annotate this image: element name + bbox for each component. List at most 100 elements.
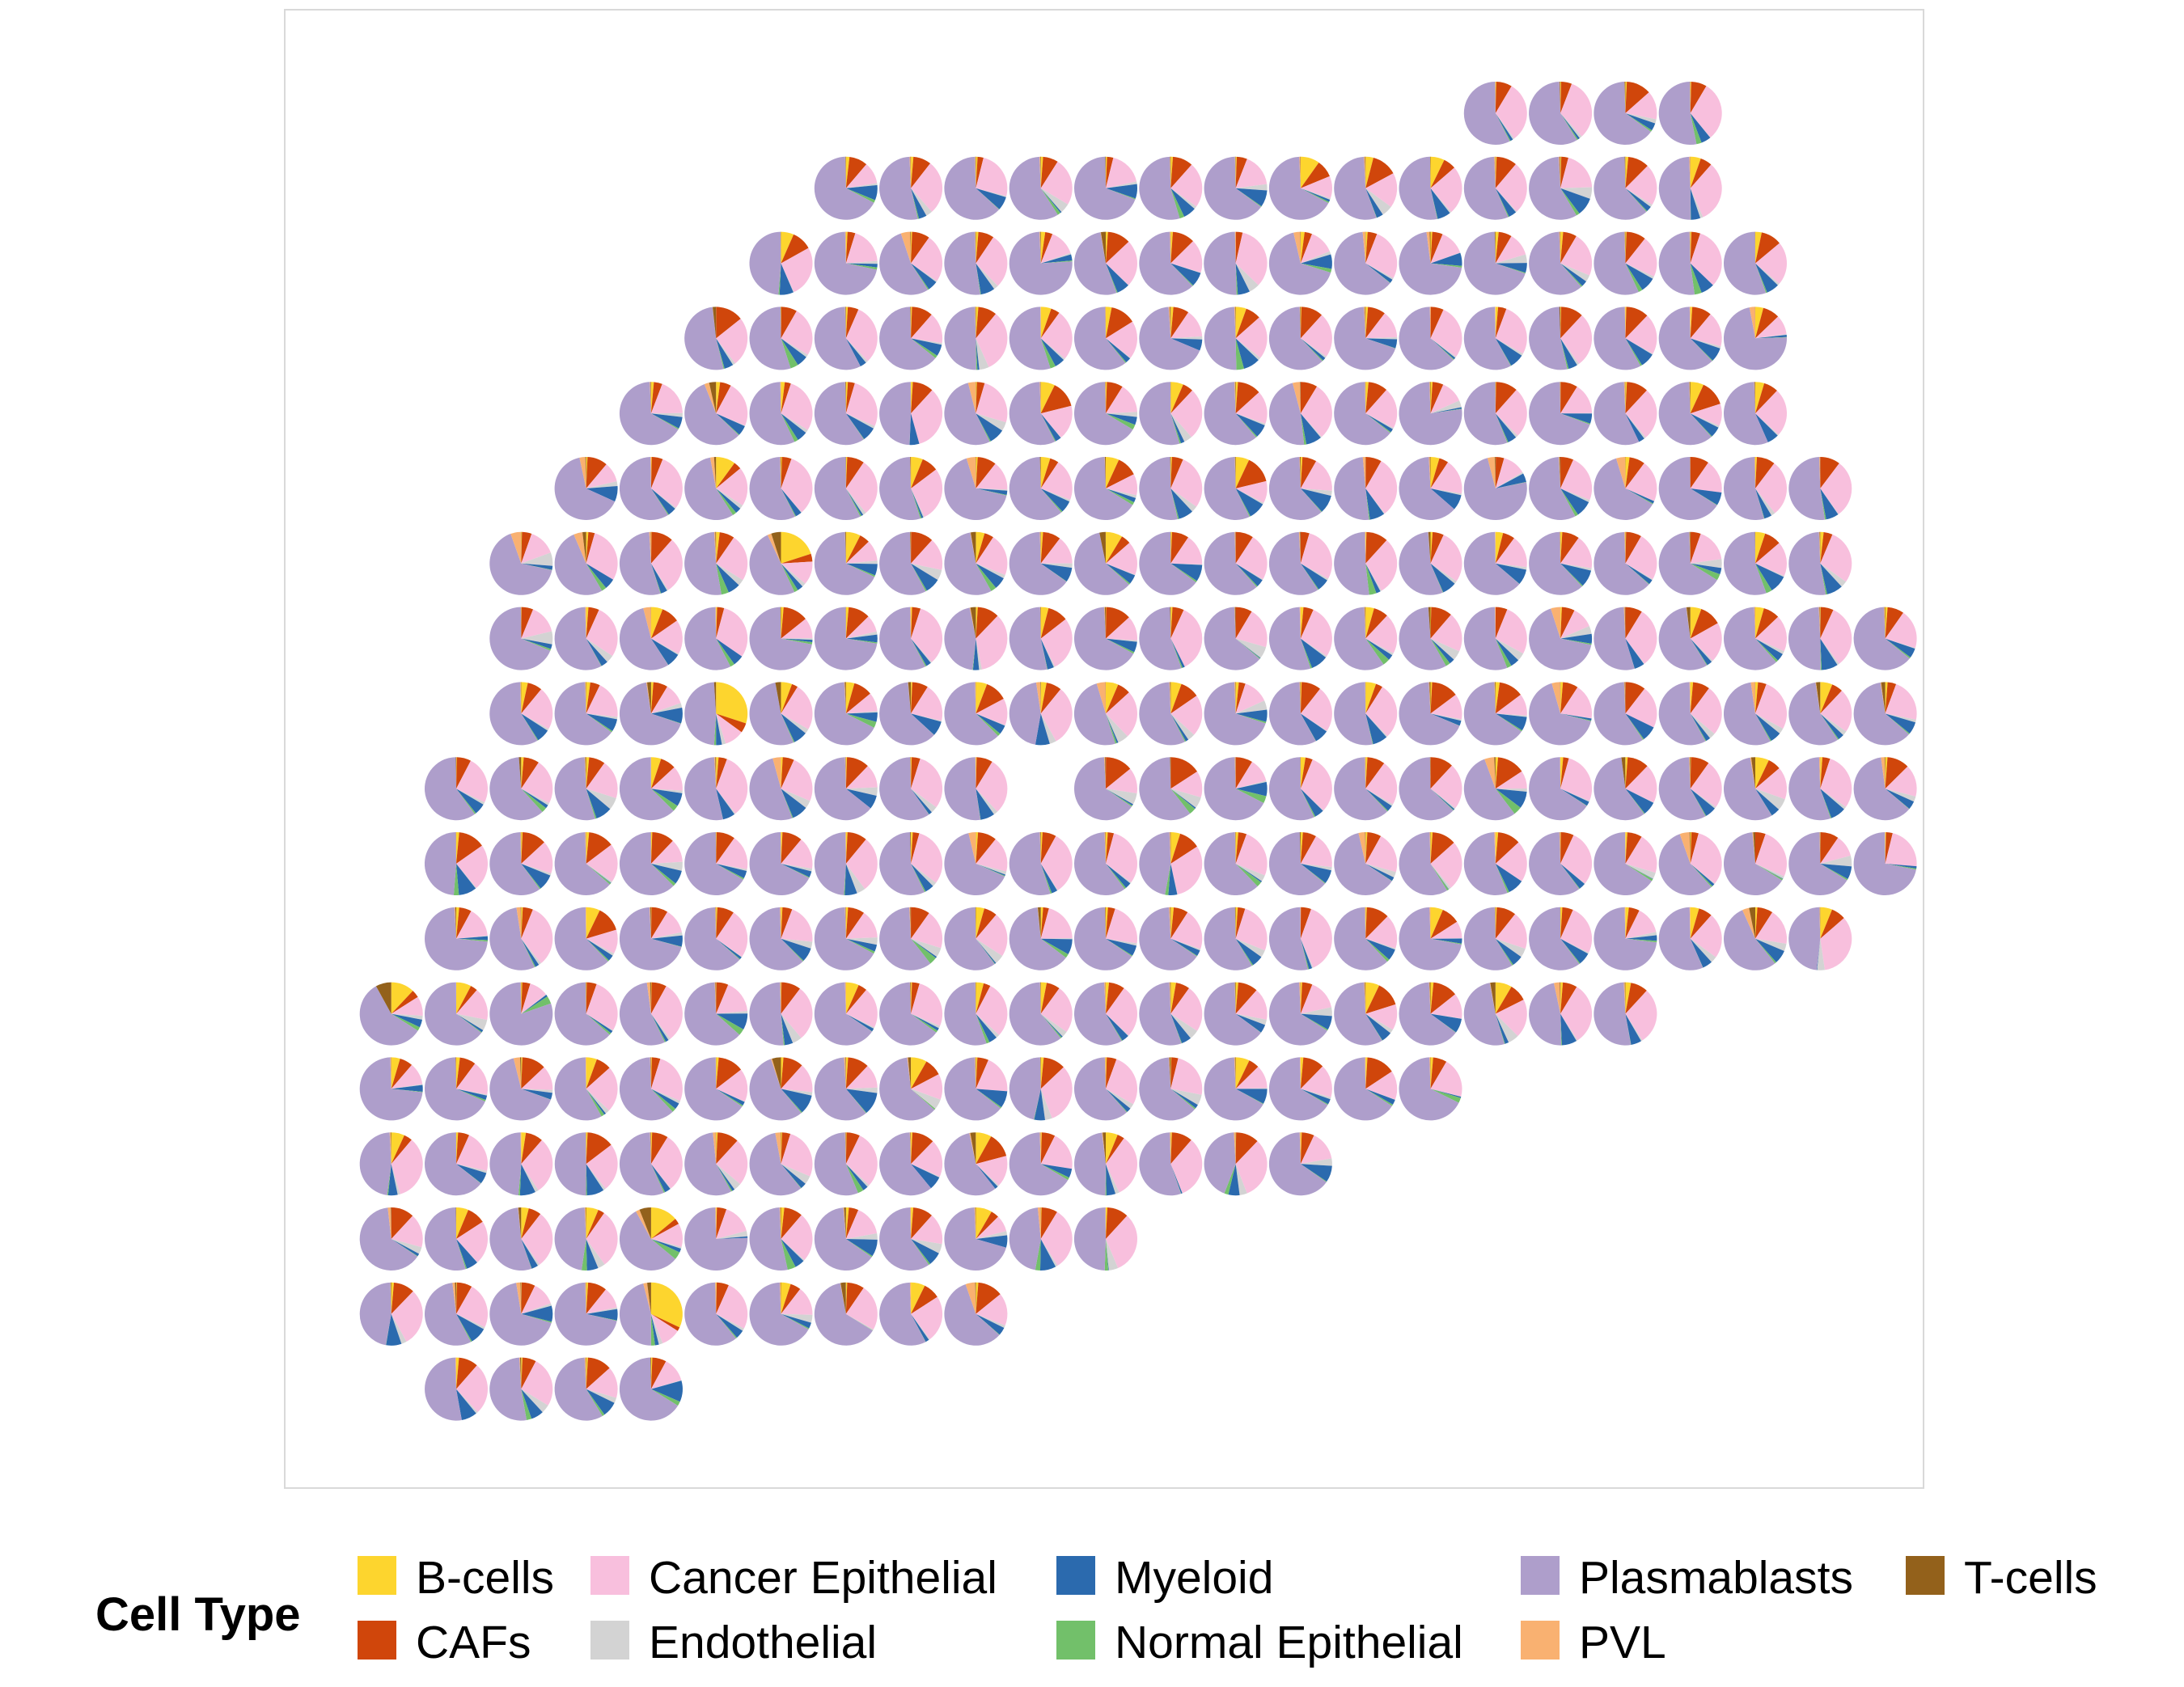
pie-slice — [1529, 82, 1577, 146]
pie-slice — [976, 832, 996, 864]
pie-slice — [844, 682, 846, 714]
spot-pie — [489, 1282, 553, 1346]
pie-slice — [1300, 315, 1332, 357]
legend-swatch — [1521, 1556, 1560, 1595]
pie-slice — [716, 864, 747, 879]
pie-slice — [456, 832, 459, 864]
pie-slice — [1624, 531, 1626, 564]
spot-pie — [1268, 831, 1332, 895]
pie-slice — [684, 682, 717, 746]
pie-slice — [845, 456, 848, 488]
pie-slice — [1623, 607, 1626, 639]
pie-slice — [1040, 638, 1048, 670]
pie-slice — [1430, 382, 1444, 414]
pie-slice — [879, 1057, 935, 1121]
pie-slice — [911, 757, 912, 789]
spot-pie — [619, 457, 683, 521]
pie-slice — [1300, 607, 1314, 639]
pie-slice — [1495, 1013, 1505, 1044]
pie-slice — [844, 531, 846, 564]
pie-slice — [1139, 531, 1196, 595]
pie-slice — [1235, 638, 1267, 658]
pie-slice — [1365, 713, 1373, 745]
pie-slice — [1625, 607, 1642, 639]
pie-slice — [780, 907, 781, 939]
pie-slice — [781, 638, 813, 645]
pie-slice — [975, 156, 976, 188]
pie-slice — [1204, 907, 1252, 970]
pie-slice — [844, 382, 846, 414]
pie-slice — [521, 1303, 552, 1314]
pie-slice — [1625, 789, 1654, 814]
pie-slice — [619, 1132, 664, 1196]
pie-slice — [1040, 908, 1073, 939]
pie-slice — [1625, 413, 1644, 442]
pie-slice — [1106, 907, 1108, 939]
pie-slice — [716, 789, 723, 820]
pie-slice — [1365, 158, 1394, 188]
pie-slice — [391, 1064, 423, 1089]
pie-slice — [1106, 231, 1129, 264]
pie-slice — [1040, 607, 1041, 639]
pie-slice — [781, 382, 791, 414]
pie-slice — [1495, 113, 1511, 142]
pie-slice — [1235, 231, 1243, 264]
pie-slice — [716, 938, 743, 958]
pie-slice — [639, 1207, 651, 1239]
pie-slice — [840, 1283, 846, 1314]
pie-slice — [844, 231, 846, 264]
pie-slice — [1560, 188, 1590, 214]
pie-slice — [911, 413, 920, 444]
spot-pie — [489, 1357, 553, 1421]
pie-slice — [845, 309, 878, 362]
pie-slice — [1560, 382, 1577, 414]
pie-slice — [715, 907, 717, 939]
pie-slice — [1365, 338, 1396, 349]
pie-slice — [391, 1013, 423, 1028]
pie-slice — [1300, 909, 1332, 968]
pie-slice — [1040, 488, 1070, 512]
pie-slice — [1430, 338, 1457, 358]
pie-slice — [1365, 907, 1367, 939]
pie-slice — [976, 757, 993, 789]
pie-slice — [1690, 907, 1699, 939]
pie-slice — [650, 682, 654, 714]
pie-slice — [1106, 382, 1123, 414]
spot-pie — [1723, 682, 1787, 746]
pie-slice — [1560, 987, 1593, 1041]
pie-slice — [1365, 713, 1388, 738]
pie-slice — [1300, 188, 1331, 202]
pie-slice — [1235, 1067, 1268, 1089]
pie-slice — [1106, 832, 1115, 864]
pie-slice — [976, 915, 1008, 956]
pie-slice — [1885, 638, 1911, 659]
pie-slice — [1788, 907, 1821, 970]
pie-slice — [1040, 864, 1058, 891]
pie-slice — [1690, 563, 1722, 575]
pie-slice — [1170, 982, 1171, 1014]
pie-slice — [643, 1283, 651, 1314]
pie-slice — [391, 1057, 400, 1089]
pie-slice — [1300, 307, 1301, 339]
pie-slice — [1625, 536, 1657, 580]
pie-slice — [781, 907, 783, 939]
pie-slice — [1139, 982, 1182, 1046]
pie-slice — [1039, 231, 1041, 264]
spot-pie — [684, 1207, 748, 1271]
pie-slice — [1170, 938, 1201, 951]
pie-slice — [1428, 607, 1431, 639]
pie-slice — [453, 864, 459, 896]
pie-slice — [1334, 307, 1396, 370]
pie-slice — [650, 563, 662, 594]
pie-slice — [1430, 1089, 1462, 1098]
pie-slice — [1365, 307, 1385, 339]
spot-pie — [554, 1282, 618, 1346]
pie-slice — [456, 1089, 486, 1101]
pie-slice — [970, 532, 976, 564]
pie-slice — [911, 1285, 938, 1314]
pie-slice — [781, 383, 813, 430]
pie-slice — [845, 338, 868, 363]
pie-slice — [1430, 309, 1462, 357]
pie-slice — [1040, 1013, 1063, 1038]
pie-slice — [944, 907, 995, 970]
